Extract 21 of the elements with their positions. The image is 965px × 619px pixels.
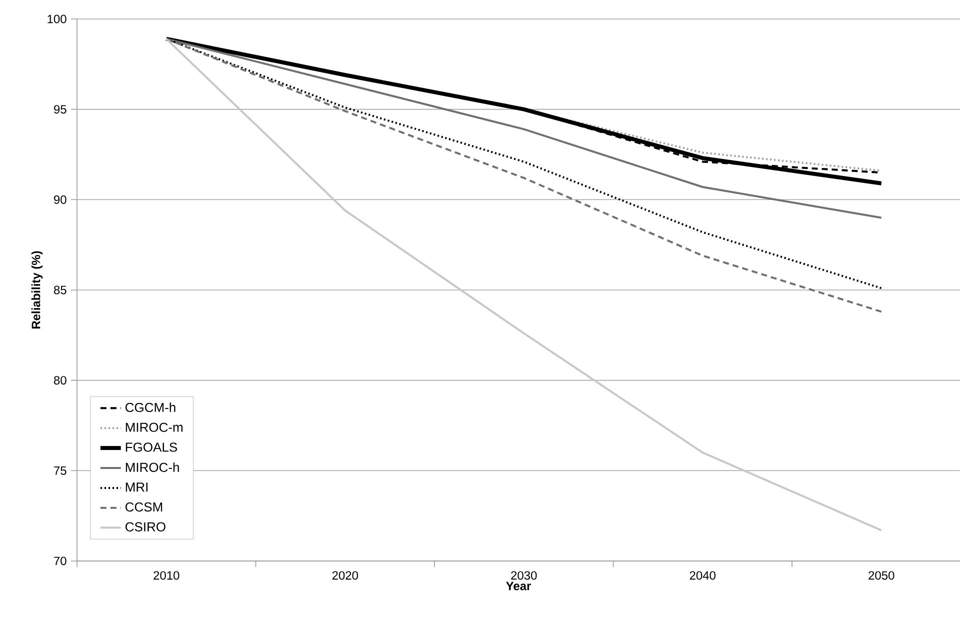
y-tick-label: 95 — [54, 105, 66, 114]
x-axis-title: Year — [506, 582, 532, 590]
x-tick-label: 2040 — [690, 571, 716, 580]
legend-label: MRI — [126, 482, 148, 492]
x-tick-label: 2010 — [154, 571, 180, 580]
legend-label: CCSM — [126, 502, 162, 512]
y-tick-label: 90 — [54, 195, 66, 204]
legend-label: CGCM-h — [126, 402, 176, 412]
y-tick-label: 100 — [48, 14, 66, 24]
legend-label: CSIRO — [126, 522, 166, 532]
x-tick-label: 2020 — [332, 571, 358, 580]
legend-label: MIROC-h — [126, 462, 179, 472]
y-tick-label: 85 — [54, 286, 66, 294]
legend-label: MIROC-m — [126, 422, 182, 432]
y-tick-label: 80 — [54, 376, 66, 385]
y-axis-title: Reliability (%) — [31, 251, 43, 329]
legend-label: FGOALS — [126, 442, 178, 452]
x-tick-label: 2030 — [511, 571, 537, 580]
x-tick-label: 2050 — [868, 571, 894, 580]
y-tick-label: 75 — [54, 466, 66, 475]
y-tick-label: 70 — [54, 556, 66, 566]
